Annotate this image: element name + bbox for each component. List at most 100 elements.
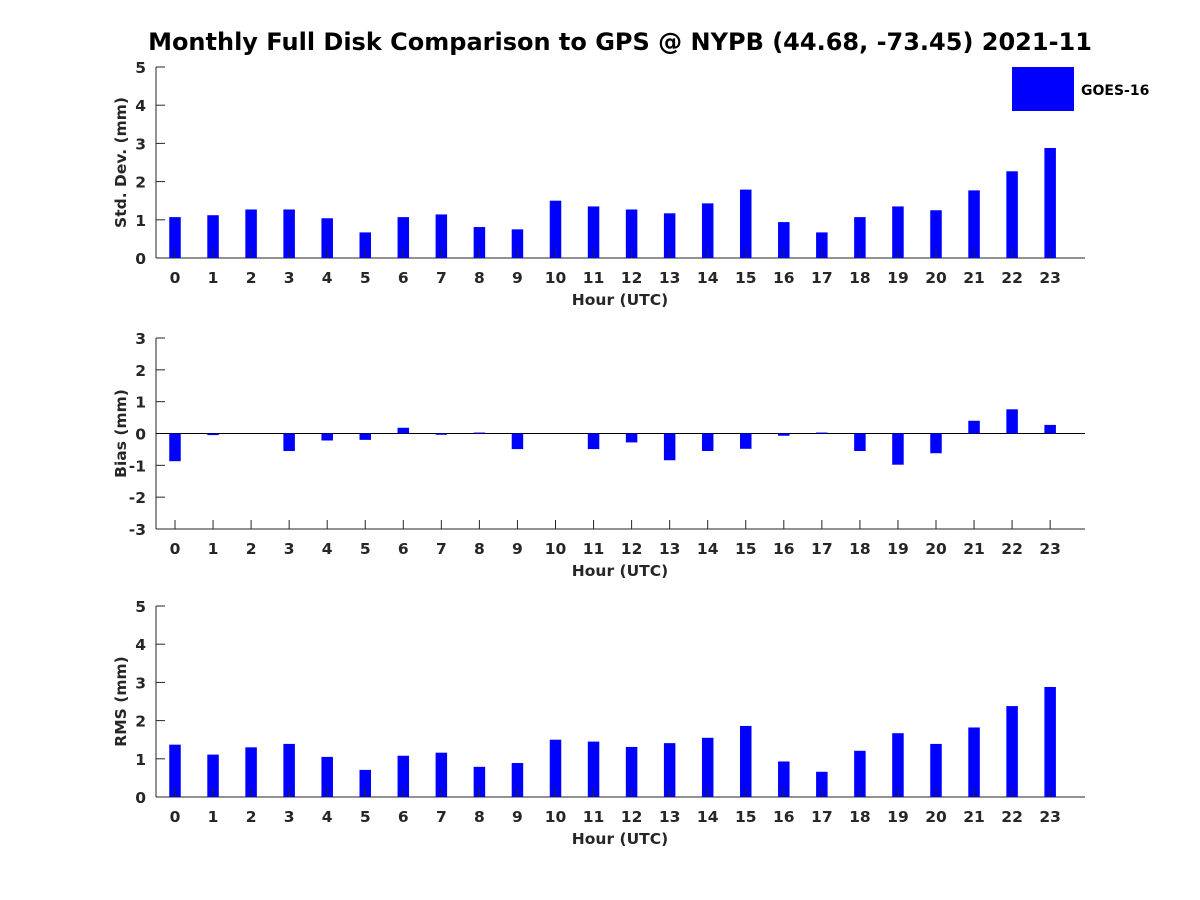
bar	[359, 232, 371, 258]
legend-label: GOES-16	[1081, 83, 1149, 99]
bar	[1006, 706, 1018, 797]
x-tick-label: 7	[436, 269, 447, 287]
x-tick-label: 17	[811, 269, 833, 287]
bar	[968, 420, 980, 434]
x-tick-label: 9	[512, 808, 523, 826]
y-tick-label: 2	[135, 362, 146, 380]
x-tick-label: 11	[583, 269, 605, 287]
x-tick-label: 5	[360, 808, 371, 826]
bar	[968, 190, 980, 258]
bar	[625, 746, 638, 797]
bar	[625, 209, 638, 258]
bar	[435, 752, 448, 797]
bar	[245, 747, 257, 797]
bar	[359, 769, 371, 797]
y-tick-label: 4	[135, 636, 146, 654]
x-tick-label: 8	[474, 808, 485, 826]
y-axis-label: RMS (mm)	[112, 656, 130, 746]
bar	[1006, 171, 1018, 258]
bar	[207, 433, 219, 436]
bar	[1044, 147, 1056, 258]
x-tick-label: 15	[735, 540, 757, 558]
bar	[397, 217, 410, 258]
x-tick-label: 4	[322, 808, 333, 826]
bar	[816, 232, 828, 258]
x-tick-label: 20	[925, 540, 947, 558]
bar	[701, 737, 714, 797]
x-tick-label: 10	[545, 269, 567, 287]
bar	[1044, 686, 1056, 797]
x-tick-label: 18	[849, 808, 871, 826]
x-tick-label: 19	[887, 540, 909, 558]
x-tick-label: 14	[697, 540, 719, 558]
x-tick-label: 13	[659, 808, 681, 826]
x-tick-label: 10	[545, 540, 567, 558]
x-tick-label: 15	[735, 269, 757, 287]
x-tick-label: 4	[322, 540, 333, 558]
y-tick-label: -2	[129, 489, 146, 507]
y-axis-label: Bias (mm)	[112, 389, 130, 478]
bar	[321, 218, 333, 258]
y-tick-label: 4	[135, 97, 146, 115]
bar	[207, 754, 219, 797]
x-tick-label: 22	[1001, 808, 1023, 826]
y-tick-label: 2	[135, 713, 146, 731]
bar	[397, 427, 410, 434]
x-tick-label: 1	[208, 540, 219, 558]
x-tick-label: 23	[1039, 540, 1061, 558]
y-tick-label: 3	[135, 135, 146, 153]
bar	[169, 433, 181, 462]
bar	[625, 433, 638, 443]
bar	[397, 755, 410, 797]
bar	[663, 213, 676, 258]
x-tick-label: 6	[398, 269, 409, 287]
x-axis-label: Hour (UTC)	[572, 830, 668, 848]
x-tick-label: 0	[170, 540, 181, 558]
y-tick-label: 0	[135, 250, 146, 268]
bar	[321, 756, 333, 797]
y-tick-label: 0	[135, 789, 146, 807]
x-tick-label: 16	[773, 540, 795, 558]
bar	[587, 741, 600, 797]
x-tick-label: 20	[925, 269, 947, 287]
bar	[701, 203, 714, 258]
bar	[930, 210, 942, 258]
bar	[283, 433, 295, 452]
bar	[1006, 409, 1018, 434]
bar	[663, 433, 676, 461]
bar	[816, 432, 828, 434]
y-tick-label: 2	[135, 174, 146, 192]
x-tick-label: 0	[170, 269, 181, 287]
x-tick-label: 12	[621, 808, 643, 826]
legend-swatch	[1012, 67, 1074, 111]
bar	[207, 215, 219, 258]
y-tick-label: 5	[135, 598, 146, 616]
bar	[549, 739, 562, 797]
bar	[892, 733, 904, 797]
x-tick-label: 5	[360, 540, 371, 558]
x-tick-label: 8	[474, 269, 485, 287]
x-tick-label: 14	[697, 269, 719, 287]
y-tick-label: 1	[135, 751, 146, 769]
bar	[930, 743, 942, 797]
bar	[359, 433, 371, 440]
bar	[435, 433, 448, 435]
y-tick-label: 0	[135, 426, 146, 444]
x-tick-label: 2	[246, 269, 257, 287]
x-tick-label: 19	[887, 808, 909, 826]
x-tick-label: 1	[208, 808, 219, 826]
x-tick-label: 9	[512, 269, 523, 287]
x-tick-label: 6	[398, 540, 409, 558]
legend: GOES-16	[1012, 67, 1149, 111]
bar	[587, 206, 600, 258]
bar	[587, 433, 600, 450]
bar	[473, 766, 486, 797]
bar	[511, 229, 524, 258]
x-tick-label: 16	[773, 269, 795, 287]
x-tick-label: 17	[811, 540, 833, 558]
x-tick-label: 12	[621, 540, 643, 558]
